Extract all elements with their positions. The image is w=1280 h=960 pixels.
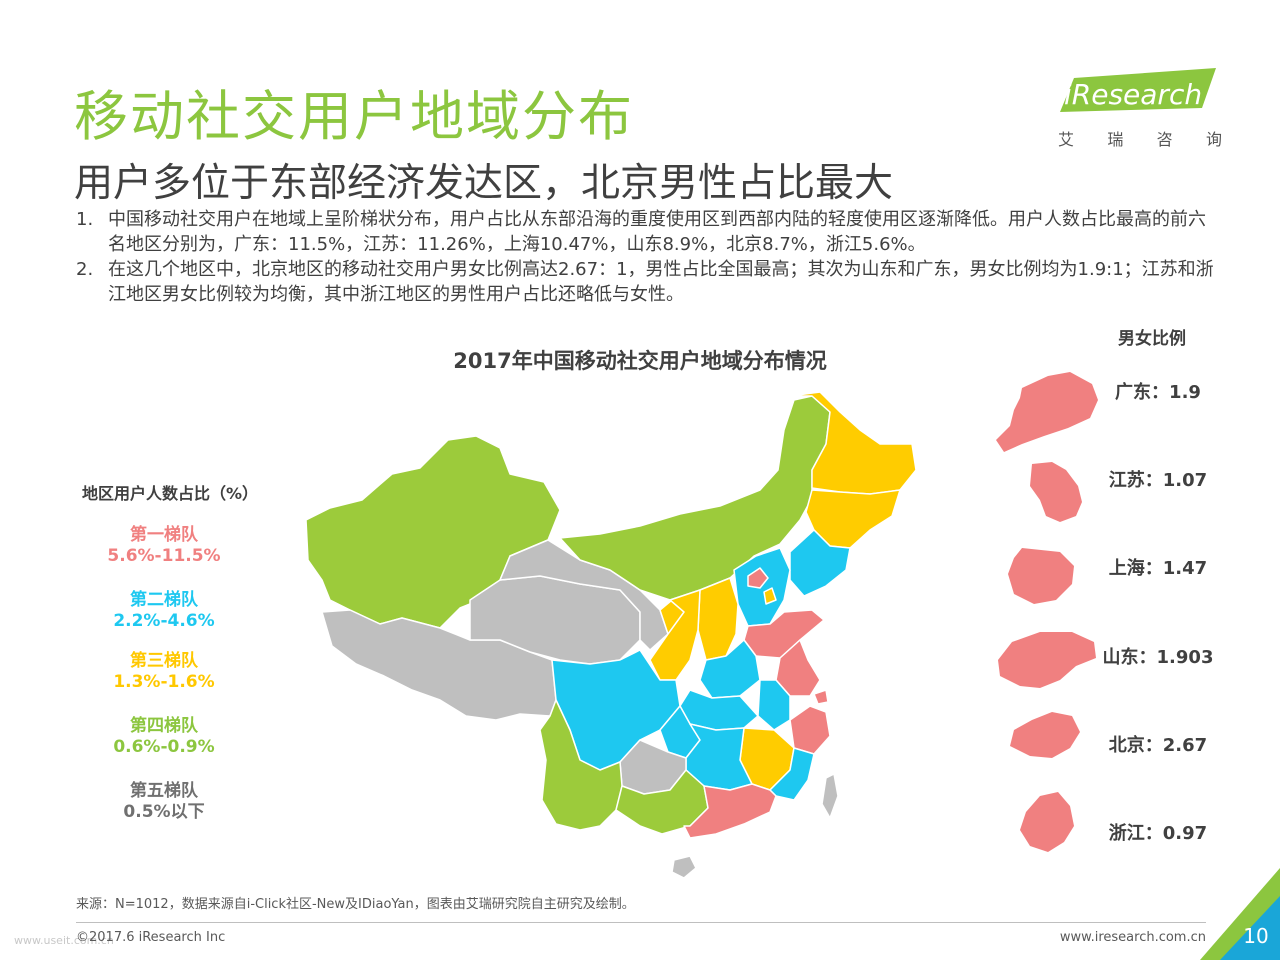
jiangsu-shape [1030,462,1082,522]
region-zhejiang [789,705,831,755]
iresearch-logo: iResearch [1060,68,1216,112]
note-item: 1. 中国移动社交用户在地域上呈阶梯状分布，用户占比从东部沿海的重度使用区到西部… [76,207,1216,257]
logo-char: 瑞 [1107,130,1124,149]
beijing-shape [1010,712,1080,758]
ratio-guangdong: 广东：1.9 [1115,382,1201,403]
ratio-shapes [996,372,1098,852]
tier-name: 第五梯队 [130,781,198,801]
tier-range: 5.6%-11.5% [107,546,221,566]
logo-char: 咨 [1156,130,1173,149]
region-shanxi [697,577,739,661]
legend-tier-2: 第二梯队 2.2%-4.6% [79,590,249,632]
region-guangdong [683,783,777,839]
page-title: 移动社交用户地域分布 [74,85,634,148]
website-link[interactable]: www.iresearch.com.cn [1059,930,1206,945]
region-tianjin [763,587,777,605]
note-item: 2. 在这几个地区中，北京地区的移动社交用户男女比例高达2.67：1，男性占比全… [76,257,1216,307]
shandong-shape [998,632,1096,688]
corner-decoration [1200,868,1280,960]
legend-title: 地区用户人数占比（%） [82,484,259,503]
logo-text: iResearch [1064,78,1202,111]
legend-tier-4: 第四梯队 0.6%-0.9% [79,716,249,758]
region-hainan [671,855,697,879]
ratio-heading: 男女比例 [1118,329,1186,349]
copyright: ©2017.6 iResearch Inc [76,930,226,945]
region-beijing [747,567,769,589]
guangdong-shape [996,372,1098,452]
ratio-jiangsu: 江苏：1.07 [1108,470,1208,491]
page-number: 10 [1243,924,1269,948]
zhejiang-shape [1020,792,1074,852]
ratio-zhejiang: 浙江：0.97 [1108,823,1208,844]
region-hebei [733,547,791,627]
note-number: 1. [76,209,94,230]
tier-name: 第四梯队 [130,716,198,736]
tier-range: 0.6%-0.9% [113,737,215,757]
legend-tier-3: 第三梯队 1.3%-1.6% [79,651,249,693]
chart-title: 2017年中国移动社交用户地域分布情况 [453,349,827,373]
page-subtitle: 用户多位于东部经济发达区，北京男性占比最大 [74,161,894,206]
tier-range: 1.3%-1.6% [113,672,215,692]
logo-char: 询 [1205,130,1222,149]
source-note: 来源：N=1012，数据来源自i-Click社区-New及IDiaoYan，图表… [76,897,635,912]
ratio-beijing: 北京：2.67 [1108,735,1208,756]
note-text: 中国移动社交用户在地域上呈阶梯状分布，用户占比从东部沿海的重度使用区到西部内陆的… [108,209,1206,255]
tier-range: 0.5%以下 [123,802,205,822]
note-text: 在这几个地区中，北京地区的移动社交用户男女比例高达2.67：1，男性占比全国最高… [108,259,1214,305]
ratio-shanghai: 上海：1.47 [1108,558,1208,579]
tier-name: 第一梯队 [130,525,198,545]
note-number: 2. [76,259,94,280]
tier-name: 第三梯队 [130,651,198,671]
logo-char: 艾 [1058,130,1075,149]
region-yunnan [539,699,623,831]
shanghai-shape [1008,548,1074,604]
notes-list: 1. 中国移动社交用户在地域上呈阶梯状分布，用户占比从东部沿海的重度使用区到西部… [76,207,1216,307]
watermark: www.useit.com.cn [14,934,114,947]
legend-tier-5: 第五梯队 0.5%以下 [79,781,249,823]
legend-tier-1: 第一梯队 5.6%-11.5% [79,525,249,567]
logo-chinese: 艾 瑞 咨 询 [1058,126,1222,150]
ratio-shandong: 山东：1.903 [1102,647,1214,668]
region-taiwan [821,773,839,819]
region-shanghai [813,689,829,705]
tier-range: 2.2%-4.6% [113,611,215,631]
tier-name: 第二梯队 [130,590,198,610]
region-jilin [805,489,901,549]
footer-divider [76,922,1206,923]
region-liaoning [789,529,851,597]
